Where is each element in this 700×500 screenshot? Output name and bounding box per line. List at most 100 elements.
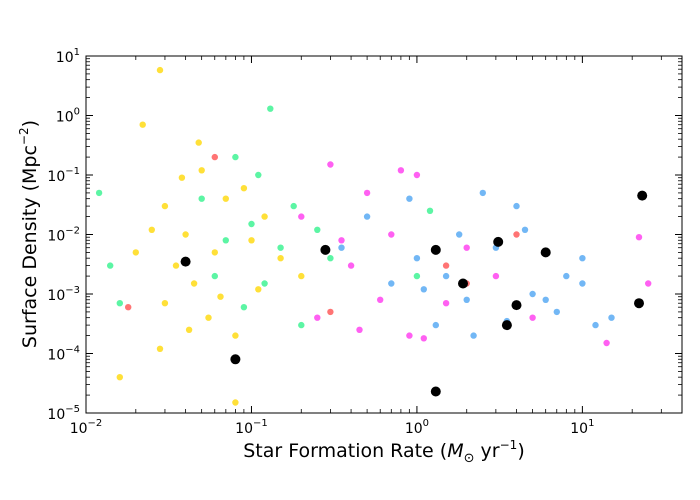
data-point: [501, 320, 512, 331]
data-point: [139, 121, 146, 128]
data-point: [338, 237, 345, 244]
data-point: [542, 296, 549, 303]
data-point: [314, 314, 321, 321]
data-point: [230, 354, 241, 365]
y-tick-label: 10−3: [47, 285, 80, 304]
data-point: [406, 332, 413, 339]
plot-area: [85, 55, 683, 414]
data-point: [178, 174, 186, 181]
data-point: [347, 262, 355, 269]
data-point: [388, 280, 395, 287]
data-point: [388, 231, 395, 238]
data-point: [211, 272, 218, 280]
data-point: [363, 189, 371, 197]
data-point: [397, 167, 405, 174]
data-point: [217, 293, 224, 300]
data-point: [513, 202, 520, 210]
data-point: [563, 272, 570, 280]
y-tick-label: 10−5: [47, 404, 80, 423]
data-point: [222, 237, 229, 244]
data-point: [156, 66, 164, 74]
data-point: [211, 153, 218, 161]
data-point: [248, 237, 255, 244]
x-tick-label: 100: [405, 418, 429, 437]
data-point: [172, 262, 180, 269]
data-point: [261, 280, 268, 287]
y-tick-label: 10−2: [47, 226, 80, 245]
data-point: [156, 345, 164, 352]
data-points: [95, 66, 652, 406]
data-point: [327, 161, 334, 168]
data-point: [338, 244, 345, 251]
data-point: [277, 255, 284, 262]
data-point: [211, 249, 218, 256]
data-point: [579, 280, 586, 287]
y-tick-label: 10−4: [47, 345, 80, 364]
data-point: [261, 213, 268, 220]
data-point: [198, 195, 205, 202]
data-point: [356, 326, 363, 333]
data-point: [198, 167, 205, 174]
data-point: [442, 300, 450, 307]
data-point: [107, 262, 114, 269]
data-point: [493, 236, 504, 247]
data-point: [470, 332, 477, 339]
data-point: [603, 339, 610, 347]
y-tick-label: 101: [56, 47, 80, 66]
data-point: [95, 189, 103, 197]
data-point: [232, 399, 239, 406]
data-point: [592, 321, 599, 329]
data-point: [185, 326, 193, 333]
data-point: [513, 231, 520, 238]
x-tick-label: 10−1: [235, 418, 268, 437]
data-point: [290, 202, 297, 210]
data-point: [255, 286, 262, 293]
data-point: [521, 226, 529, 233]
data-point: [298, 272, 305, 280]
data-point: [222, 195, 229, 202]
data-point: [413, 171, 421, 179]
data-point: [492, 272, 500, 280]
x-tick-label: 101: [570, 418, 594, 437]
data-point: [232, 332, 239, 339]
data-point: [608, 314, 615, 321]
data-point: [529, 290, 536, 298]
data-point: [529, 314, 536, 321]
data-point: [132, 249, 139, 256]
x-tick-label: 10−2: [70, 418, 103, 437]
data-point: [277, 244, 284, 251]
data-point: [579, 255, 586, 262]
data-point: [148, 226, 155, 233]
data-point: [248, 220, 255, 228]
data-point: [458, 278, 468, 289]
data-point: [511, 300, 522, 311]
data-point: [463, 244, 470, 251]
data-point: [240, 185, 248, 192]
data-point: [327, 308, 334, 316]
data-point: [327, 255, 334, 262]
data-point: [240, 304, 248, 311]
data-point: [413, 272, 421, 280]
data-point: [125, 304, 132, 311]
y-tick-label: 10−1: [47, 166, 80, 185]
data-point: [161, 300, 169, 307]
data-point: [195, 139, 202, 146]
data-point: [463, 296, 470, 303]
data-point: [540, 247, 551, 258]
data-point: [205, 314, 212, 321]
data-point: [320, 244, 331, 255]
data-point: [298, 213, 305, 220]
x-axis-label: Star Formation Rate (M⊙ yr−1): [243, 438, 525, 466]
y-axis-label: Surface Density (Mpc−2): [17, 120, 41, 348]
data-point: [377, 296, 384, 303]
data-point: [116, 374, 124, 381]
data-point: [635, 234, 643, 241]
data-point: [232, 153, 239, 161]
data-point: [363, 213, 371, 220]
data-point: [182, 231, 189, 238]
data-point: [442, 262, 450, 269]
data-point: [314, 226, 321, 233]
data-point: [190, 280, 198, 287]
data-point: [161, 202, 169, 210]
